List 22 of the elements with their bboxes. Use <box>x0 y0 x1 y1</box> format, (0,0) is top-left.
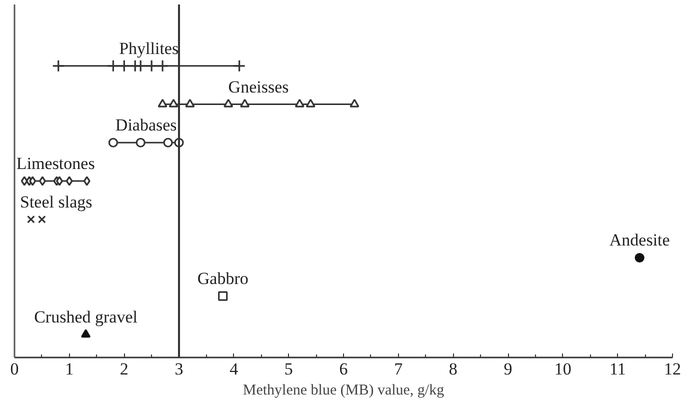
y-tick-label: Steel slags <box>20 192 92 212</box>
y-tick-label: Phyllites <box>119 38 179 58</box>
x-tick-label: 4 <box>230 360 239 378</box>
x-axis-title: Methylene blue (MB) value, g/kg <box>242 382 445 398</box>
y-tick-label: Gabbro <box>197 269 248 288</box>
x-tick-label: 10 <box>554 360 572 378</box>
y-tick-label: Crushed gravel <box>34 307 138 326</box>
y-tick-label: Limestones <box>16 154 95 173</box>
y-tick-label: Diabases <box>115 116 177 135</box>
x-tick-label: 8 <box>448 360 458 378</box>
x-tick-label: 3 <box>174 360 184 378</box>
y-tick-label: Andesite <box>609 230 670 250</box>
x-tick-label: 5 <box>284 360 293 378</box>
x-tick-label: 12 <box>664 360 681 378</box>
x-tick-label: 0 <box>10 360 19 378</box>
x-tick-label: 6 <box>339 360 348 378</box>
y-tick-label: Gneisses <box>228 77 289 96</box>
x-tick-label: 2 <box>120 360 128 378</box>
x-tick-label: 9 <box>504 360 512 378</box>
x-tick-label: 11 <box>609 360 626 378</box>
x-tick-label: 7 <box>394 360 404 378</box>
x-tick-label: 1 <box>65 360 74 378</box>
